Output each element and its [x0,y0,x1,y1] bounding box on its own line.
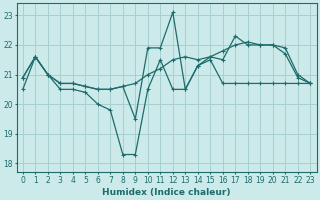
X-axis label: Humidex (Indice chaleur): Humidex (Indice chaleur) [102,188,231,197]
